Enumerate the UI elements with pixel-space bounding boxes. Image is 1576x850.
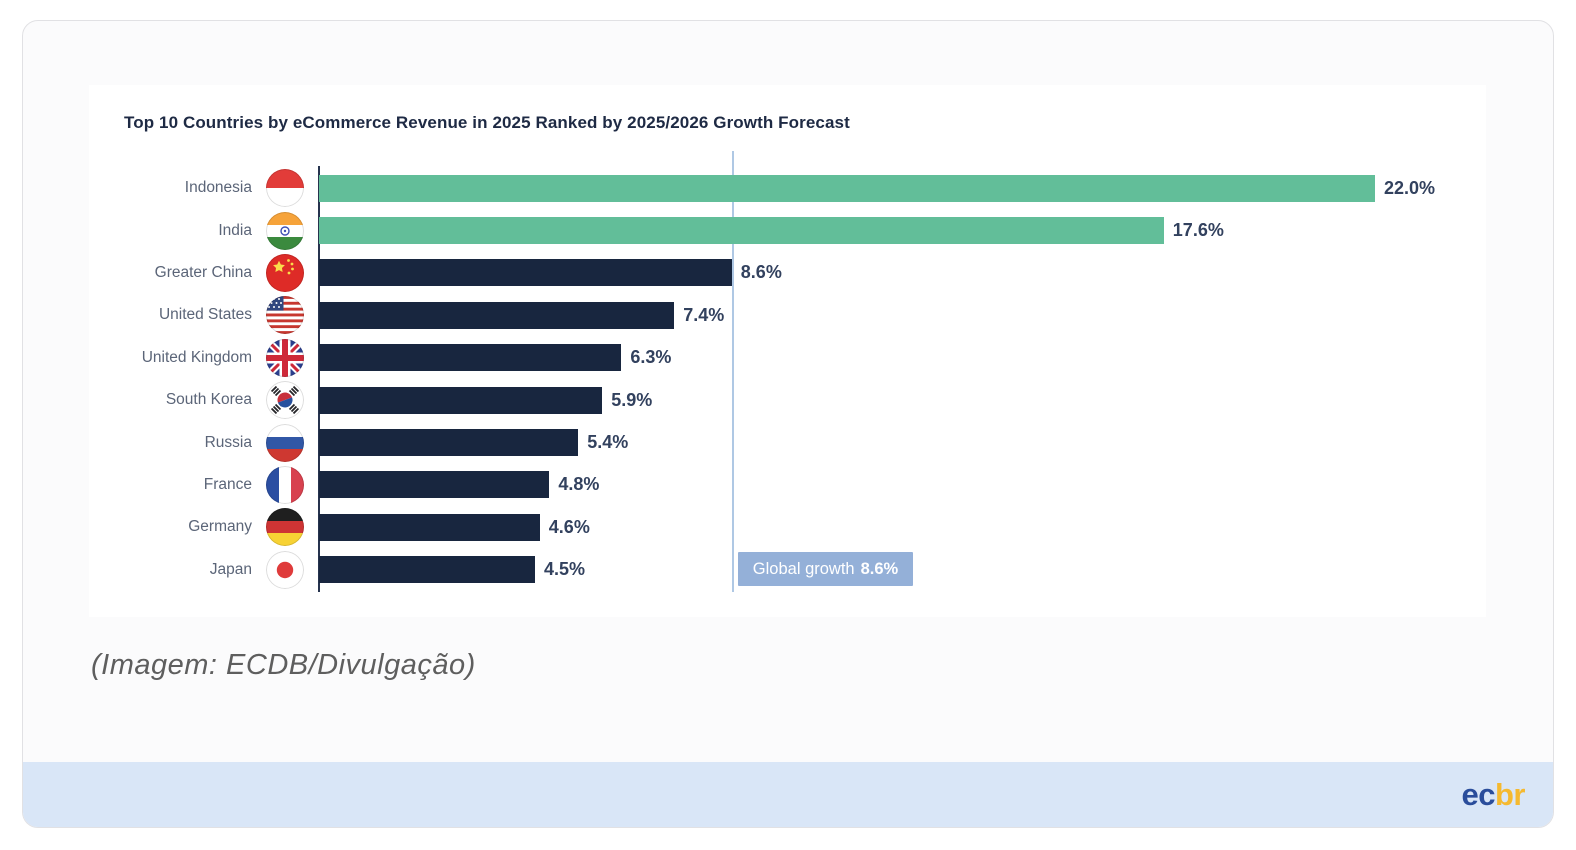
bar-track: 7.4%: [319, 294, 1486, 336]
country-label: South Korea: [165, 391, 252, 409]
country-label: Indonesia: [184, 179, 252, 197]
chart-row-south-korea: South Korea 5.9%: [89, 379, 1486, 421]
chart-row-russia: Russia 5.4%: [89, 421, 1486, 463]
bar-value-label: 17.6%: [1172, 220, 1224, 241]
chart-panel: Top 10 Countries by eCommerce Revenue in…: [89, 85, 1486, 617]
chart-row-united-states: United States 7.4%: [89, 294, 1486, 336]
bar-indonesia: [319, 174, 1375, 202]
france-flag-icon: [266, 465, 304, 504]
japan-flag-icon: [266, 550, 304, 589]
bar-russia: [319, 429, 579, 457]
chart-row-united-kingdom: United Kingdom 6.3%: [89, 337, 1486, 379]
bar-france: [319, 471, 550, 499]
chart-row-india: India 17.6%: [89, 209, 1486, 251]
germany-flag-icon: [266, 508, 304, 547]
india-flag-icon: [266, 211, 304, 250]
bar-greater-china: [319, 259, 732, 287]
bar-plot: Indonesia 22.0% India: [89, 167, 1486, 591]
united-states-flag-icon: [266, 296, 304, 335]
chart-row-greater-china: Greater China 8.6%: [89, 252, 1486, 294]
bar-value-label: 4.5%: [544, 559, 586, 580]
china-flag-icon: [266, 253, 304, 292]
bar-value-label: 6.3%: [630, 347, 672, 368]
bar-track: 4.8%: [319, 464, 1486, 506]
bar-track: 5.9%: [319, 379, 1486, 421]
country-label: India: [218, 221, 252, 239]
article-image-card: Top 10 Countries by eCommerce Revenue in…: [22, 20, 1554, 828]
russia-flag-icon: [266, 423, 304, 462]
ecbr-logo-ec: ec: [1461, 776, 1496, 812]
country-label: Russia: [204, 433, 252, 451]
global-growth-value: 8.6%: [860, 559, 899, 578]
bar-value-label: 22.0%: [1384, 177, 1436, 198]
global-growth-label: Global growth: [752, 559, 855, 578]
y-axis-line: [318, 166, 320, 592]
ecbr-logo: ecbr: [1461, 776, 1526, 813]
bar-value-label: 4.6%: [548, 516, 590, 537]
chart-row-germany: Germany 4.6%: [89, 506, 1486, 548]
country-label: Greater China: [154, 263, 252, 281]
ecbr-logo-br: br: [1495, 776, 1526, 812]
country-label: United Kingdom: [141, 348, 252, 366]
indonesia-flag-icon: [266, 169, 304, 208]
bar-value-label: 8.6%: [740, 262, 782, 283]
bar-united-kingdom: [319, 344, 622, 372]
country-label: France: [203, 475, 252, 493]
bar-track: 6.3%: [319, 337, 1486, 379]
footer-band: ecbr: [23, 762, 1553, 827]
bar-value-label: 4.8%: [558, 474, 600, 495]
bar-track: 22.0%: [319, 167, 1486, 209]
south-korea-flag-icon: [266, 381, 304, 420]
bar-value-label: 5.4%: [587, 432, 629, 453]
bar-india: [319, 217, 1164, 245]
bar-value-label: 7.4%: [683, 304, 725, 325]
bar-value-label: 5.9%: [611, 389, 653, 410]
global-growth-reference-line: [731, 151, 734, 592]
bar-germany: [319, 513, 540, 541]
chart-row-indonesia: Indonesia 22.0%: [89, 167, 1486, 209]
country-label: Germany: [188, 518, 252, 536]
global-growth-badge: Global growth 8.6%: [737, 552, 914, 586]
chart-row-japan: Japan 4.5%: [89, 549, 1486, 591]
chart-title: Top 10 Countries by eCommerce Revenue in…: [124, 113, 850, 132]
bar-track: 4.5%: [319, 549, 1486, 591]
bar-track: 5.4%: [319, 421, 1486, 463]
bar-track: 8.6%: [319, 252, 1486, 294]
bar-track: 17.6%: [319, 209, 1486, 251]
bar-track: 4.6%: [319, 506, 1486, 548]
united-kingdom-flag-icon: [266, 338, 304, 377]
image-credit-caption: (Imagem: ECDB/Divulgação): [91, 649, 476, 681]
bar-japan: [319, 556, 535, 584]
country-label: Japan: [209, 560, 252, 578]
country-label: United States: [158, 306, 252, 324]
bar-south-korea: [319, 386, 603, 414]
chart-row-france: France 4.8%: [89, 464, 1486, 506]
bar-united-states: [319, 301, 675, 329]
